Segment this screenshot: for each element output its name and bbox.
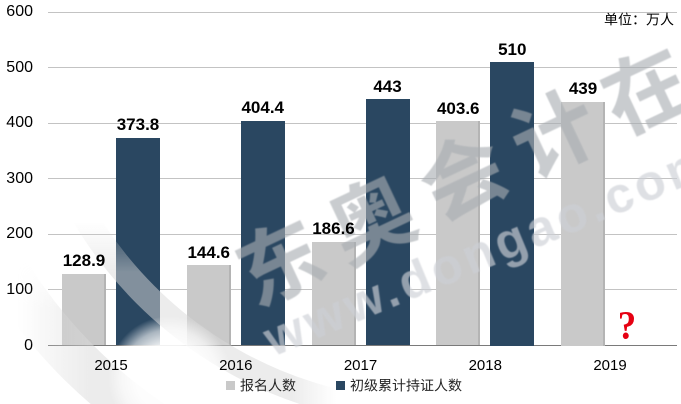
x-category-label-2016: 2016 <box>219 357 253 374</box>
x-category-label-2017: 2017 <box>343 357 378 374</box>
data-label-s2-2018: 510 <box>498 39 527 59</box>
y-tick-label-0: 0 <box>24 336 33 354</box>
unit-label <box>604 12 674 26</box>
watermark-brand-text-svg <box>234 48 681 308</box>
legend-swatch-s2 <box>336 380 345 390</box>
legend-label-s1 <box>240 378 296 392</box>
y-tick-label-300: 300 <box>6 169 33 187</box>
x-category-label-2019: 2019 <box>593 357 627 374</box>
data-label-s2-2017: 443 <box>373 76 402 96</box>
y-tick-label-400: 400 <box>6 114 33 132</box>
legend-item-s1 <box>226 374 296 396</box>
gridline-500 <box>48 67 677 69</box>
watermark-glow <box>108 316 232 404</box>
legend <box>0 374 681 396</box>
data-label-s2-2016: 404.4 <box>241 98 285 118</box>
gridline-600 <box>48 11 677 13</box>
watermark-arc-outer <box>15 0 681 404</box>
missing-value-question-mark <box>620 312 634 339</box>
missing-value-marker <box>620 312 634 344</box>
data-label-s2-2015: 373.8 <box>116 115 160 135</box>
bar-s1-2017 <box>311 241 356 346</box>
gridline-300 <box>48 178 677 180</box>
legend-swatch-s1 <box>226 380 235 390</box>
data-label-s1-2017: 186.6 <box>312 219 355 239</box>
x-category-label-2018: 2018 <box>468 357 502 374</box>
gridline-0 <box>48 345 677 346</box>
gridline-100 <box>48 289 677 291</box>
data-label-s1-2019: 439 <box>568 79 598 98</box>
data-label-s1-2016: 144.6 <box>187 242 231 262</box>
gridline-400 <box>48 122 677 124</box>
x-category-label-2015: 2015 <box>94 357 128 374</box>
bar-s2-2018 <box>490 62 535 346</box>
legend-label-s2 <box>350 378 462 392</box>
legend-label-s2-svg <box>350 378 462 392</box>
legend-item-s2 <box>336 374 462 396</box>
data-label-s1-2018: 403.6 <box>436 98 480 118</box>
data-label-s1-2015: 128.9 <box>62 251 106 271</box>
watermark-brand-text <box>224 0 681 317</box>
legend-label-s1-svg <box>240 378 296 392</box>
unit-label-text-svg <box>604 12 674 26</box>
